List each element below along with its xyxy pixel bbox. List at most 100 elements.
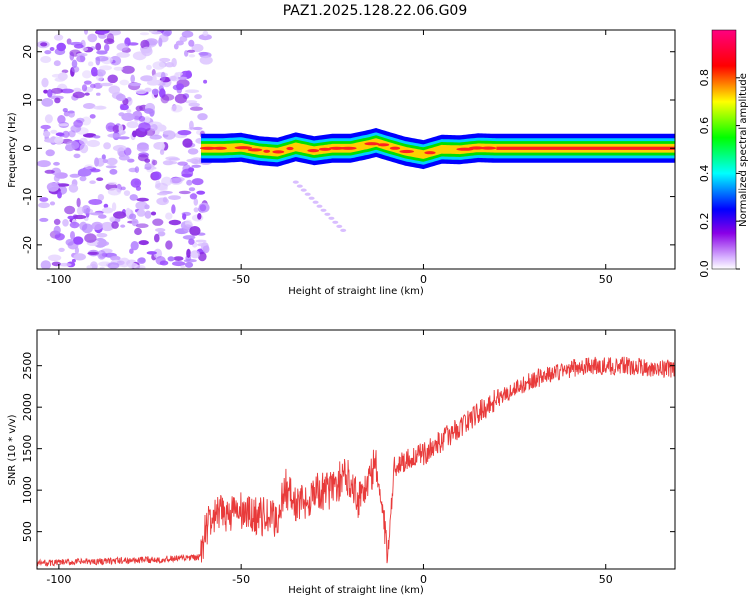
noise-blob bbox=[150, 124, 158, 131]
noise-blob bbox=[97, 250, 106, 260]
noise-blob bbox=[82, 70, 92, 79]
noise-blob bbox=[40, 56, 52, 63]
noise-blob bbox=[40, 42, 48, 47]
noise-blob bbox=[138, 257, 146, 263]
noise-blob bbox=[50, 129, 58, 134]
ridge-band-yellow bbox=[201, 138, 675, 159]
noise-blob bbox=[155, 180, 161, 188]
noise-blob bbox=[132, 51, 147, 61]
noise-blob bbox=[157, 231, 166, 237]
ridge-core-segment bbox=[364, 142, 380, 146]
noise-blob bbox=[139, 32, 150, 36]
noise-blob bbox=[116, 52, 130, 58]
noise-blob bbox=[143, 116, 151, 123]
noise-blob bbox=[72, 87, 82, 93]
noise-blob bbox=[39, 217, 49, 222]
noise-blob bbox=[103, 203, 109, 209]
noise-blob bbox=[108, 85, 121, 95]
ridge-core-segment bbox=[263, 149, 271, 153]
noise-blob bbox=[130, 74, 135, 84]
noise-blob bbox=[55, 183, 70, 187]
branch-point bbox=[320, 208, 327, 212]
noise-blob bbox=[100, 82, 113, 87]
noise-blob bbox=[152, 218, 164, 226]
noise-blob bbox=[132, 110, 143, 120]
noise-blob bbox=[95, 42, 102, 51]
noise-blob bbox=[73, 236, 84, 245]
noise-blob bbox=[112, 144, 127, 152]
noise-blob bbox=[159, 57, 171, 63]
x-tick-label: 0 bbox=[420, 273, 427, 286]
noise-blob bbox=[154, 233, 160, 243]
noise-blob bbox=[84, 164, 94, 170]
noise-blob bbox=[119, 103, 124, 111]
noise-blob bbox=[53, 60, 61, 67]
colorbar-ticks: 0.0 0.2 0.4 0.6 0.8 bbox=[698, 69, 740, 278]
noise-blob bbox=[54, 233, 65, 241]
noise-blob bbox=[152, 171, 162, 180]
noise-blob bbox=[53, 218, 61, 225]
noise-blob bbox=[104, 43, 110, 52]
noise-blob bbox=[57, 72, 68, 81]
noise-blob bbox=[203, 79, 208, 84]
noise-blob bbox=[185, 89, 200, 93]
noise-blob bbox=[110, 255, 121, 261]
noise-blob bbox=[96, 30, 110, 34]
colorbar-title: Normalized spectral amplitude bbox=[738, 73, 749, 227]
noise-blob bbox=[51, 261, 61, 267]
ridge-core-segment bbox=[377, 143, 390, 147]
colorbar-tick-label: 0.2 bbox=[698, 212, 711, 230]
noise-blob bbox=[46, 182, 60, 192]
noise-blob bbox=[160, 71, 166, 82]
noise-blob bbox=[159, 149, 165, 155]
noise-blob bbox=[159, 141, 165, 152]
noise-blob bbox=[41, 77, 49, 88]
ridge-core-segment bbox=[424, 151, 436, 155]
colorbar-tick-label: 0.6 bbox=[698, 117, 711, 135]
ridge-core-segment bbox=[318, 147, 332, 151]
noise-blob bbox=[161, 93, 175, 101]
noise-blob bbox=[181, 30, 194, 38]
noise-blob bbox=[40, 260, 51, 269]
noise-blob bbox=[45, 149, 55, 157]
noise-blob bbox=[186, 248, 191, 258]
noise-blob bbox=[151, 88, 159, 96]
noise-blob bbox=[65, 140, 80, 150]
noise-blob bbox=[191, 43, 204, 53]
noise-blob bbox=[136, 209, 146, 217]
snr-series-line bbox=[37, 356, 675, 567]
noise-blob bbox=[155, 256, 166, 265]
noise-blob bbox=[113, 211, 127, 219]
noise-blob bbox=[111, 202, 117, 212]
noise-blob bbox=[87, 251, 100, 255]
noise-blob bbox=[165, 61, 175, 68]
noise-blob bbox=[187, 49, 196, 53]
noise-blob bbox=[194, 94, 203, 100]
ridge-core-segment bbox=[389, 146, 401, 150]
noise-blob bbox=[116, 43, 129, 51]
noise-blob bbox=[137, 154, 149, 162]
branch-point bbox=[304, 192, 311, 196]
noise-blob bbox=[117, 136, 130, 140]
noise-blob bbox=[171, 204, 176, 214]
noise-blob bbox=[79, 137, 88, 145]
snr-y-ticks: 500 1000 1500 2000 2500 bbox=[21, 352, 675, 542]
noise-blob bbox=[178, 190, 191, 195]
noise-blob bbox=[188, 102, 200, 107]
noise-blob bbox=[135, 201, 148, 211]
snr-frame bbox=[36, 329, 676, 570]
noise-blob bbox=[202, 30, 209, 37]
ridge-core-segment bbox=[468, 146, 485, 150]
noise-blob bbox=[53, 161, 60, 166]
noise-blob bbox=[173, 256, 184, 261]
noise-blob bbox=[69, 221, 80, 229]
x-tick-label: 50 bbox=[599, 273, 613, 286]
noise-blob bbox=[94, 157, 100, 167]
noise-blob bbox=[172, 261, 186, 267]
noise-blob bbox=[109, 168, 118, 175]
noise-blob bbox=[73, 253, 86, 261]
y-tick-label: -10 bbox=[21, 188, 34, 206]
noise-blob bbox=[175, 40, 184, 46]
noise-blob bbox=[55, 132, 65, 137]
snr-x-title: Height of straight line (km) bbox=[288, 585, 424, 596]
